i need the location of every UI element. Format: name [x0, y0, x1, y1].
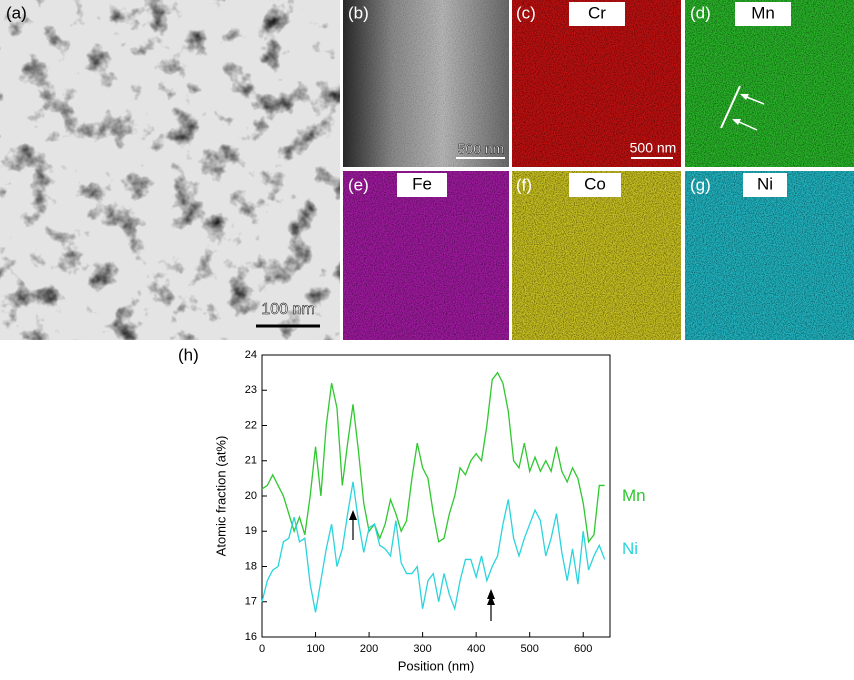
element-label: Ni — [757, 174, 773, 193]
image-grain — [685, 0, 854, 167]
y-tick-label: 24 — [245, 349, 257, 361]
series-label: Mn — [622, 486, 646, 505]
panel-label: (h) — [178, 345, 199, 364]
image-grain — [343, 171, 509, 340]
series-line — [261, 371, 605, 544]
arrow-head — [732, 119, 741, 125]
element-label: Cr — [588, 3, 606, 22]
y-tick-label: 18 — [245, 560, 257, 572]
x-tick-label: 500 — [521, 643, 539, 655]
scale-bar-label: 500 nm — [458, 141, 505, 157]
y-tick-label: 20 — [245, 490, 257, 502]
image-grain — [343, 0, 509, 167]
panel-label: (d) — [690, 3, 711, 22]
x-tick-label: 0 — [259, 643, 265, 655]
y-tick-label: 23 — [245, 384, 257, 396]
y-tick-label: 22 — [245, 419, 257, 431]
panel-label: (g) — [690, 175, 711, 194]
series-line — [261, 481, 606, 613]
image-grain — [512, 0, 681, 167]
image-grain — [512, 171, 681, 340]
element-label: Co — [584, 174, 606, 193]
x-tick-label: 300 — [413, 643, 431, 655]
line-scan — [720, 85, 741, 129]
element-box — [735, 2, 791, 26]
element-box — [569, 173, 621, 197]
y-tick-label: 19 — [245, 525, 257, 537]
scale-bar-label: 100 nm — [261, 301, 314, 318]
tem-contrast — [0, 0, 340, 340]
arrow-head — [487, 589, 495, 599]
element-label: Mn — [751, 3, 775, 22]
panel-label: (e) — [348, 175, 369, 194]
y-tick-label: 21 — [245, 455, 257, 467]
element-box — [743, 173, 787, 197]
element-label: Fe — [412, 174, 432, 193]
arrow-head — [349, 510, 357, 520]
panel-label: (f) — [516, 175, 532, 194]
panel-label: (a) — [6, 3, 27, 22]
image-grain — [685, 171, 854, 340]
y-axis-label: Atomic fraction (at%) — [213, 436, 228, 557]
x-tick-label: 600 — [574, 643, 592, 655]
x-tick-label: 200 — [360, 643, 378, 655]
element-box — [569, 2, 625, 26]
plot-frame — [261, 354, 611, 638]
panel-label: (c) — [516, 3, 536, 22]
panel-label: (b) — [348, 3, 369, 22]
arrow-head — [740, 94, 749, 100]
x-axis-label: Position (nm) — [398, 658, 475, 673]
x-tick-label: 100 — [306, 643, 324, 655]
series-label: Ni — [622, 539, 638, 558]
arrow-head — [487, 595, 495, 605]
y-tick-label: 17 — [245, 596, 257, 608]
scale-bar-label: 500 nm — [630, 140, 677, 156]
x-tick-label: 400 — [467, 643, 485, 655]
y-tick-label: 16 — [245, 631, 257, 643]
element-box — [397, 173, 447, 197]
arrow — [736, 120, 758, 131]
